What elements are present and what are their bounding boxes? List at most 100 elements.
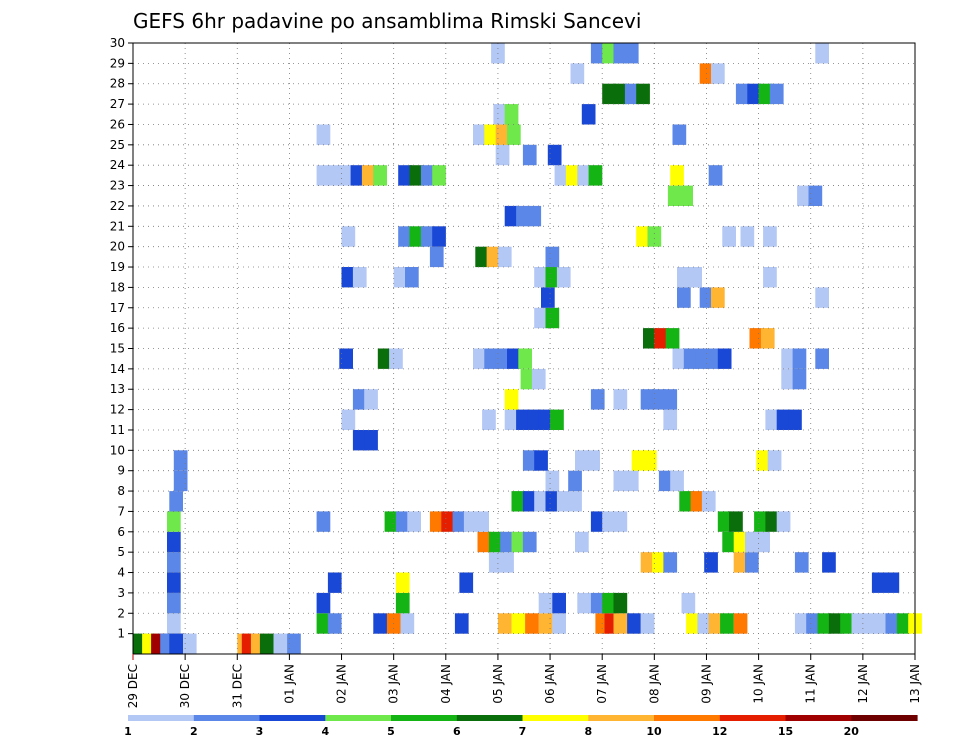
y-tick-label: 27 xyxy=(110,97,125,111)
y-tick-label: 17 xyxy=(110,301,125,315)
heatmap-cell xyxy=(581,104,596,125)
heatmap-cell xyxy=(654,328,668,349)
heatmap-cell xyxy=(717,511,732,532)
heatmap-cell xyxy=(683,348,698,369)
heatmap-cell xyxy=(511,531,526,553)
heatmap-cell xyxy=(631,450,646,471)
heatmap-cell xyxy=(776,409,791,430)
heatmap-cell xyxy=(463,511,478,532)
heatmap-cell xyxy=(547,144,562,166)
heatmap-cell xyxy=(733,613,748,634)
y-tick-label: 7 xyxy=(117,504,125,518)
heatmap-cell xyxy=(495,144,510,166)
heatmap-cell xyxy=(167,531,181,553)
heatmap-cell xyxy=(797,185,811,206)
heatmap-cell xyxy=(327,165,342,186)
heatmap-cell xyxy=(663,409,678,430)
x-tick-label: 29 DEC xyxy=(126,664,140,708)
x-tick-label: 11 JAN xyxy=(804,664,818,704)
heatmap-cell xyxy=(556,491,571,512)
y-tick-label: 19 xyxy=(110,260,125,274)
heatmap-cell xyxy=(720,613,734,634)
heatmap-cell xyxy=(590,511,605,532)
heatmap-cell xyxy=(475,246,489,268)
heatmap-cell xyxy=(624,43,639,64)
heatmap-cell xyxy=(686,613,700,634)
heatmap-cells xyxy=(133,43,922,654)
heatmap-cell xyxy=(531,368,546,390)
heatmap-cell xyxy=(504,389,519,410)
heatmap-cell xyxy=(885,613,900,634)
heatmap-cell xyxy=(527,409,542,430)
heatmap-cell xyxy=(640,552,655,573)
heatmap-cell xyxy=(602,592,616,614)
heatmap-cell xyxy=(754,511,768,532)
y-tick-label: 13 xyxy=(110,382,125,396)
heatmap-cell xyxy=(792,348,807,369)
heatmap-cell xyxy=(613,511,628,532)
heatmap-cell xyxy=(643,328,657,349)
heatmap-cell xyxy=(538,409,553,430)
heatmap-cell xyxy=(602,511,616,532)
heatmap-cell xyxy=(670,470,684,492)
y-tick-label: 12 xyxy=(110,403,125,417)
colorbar-swatch xyxy=(522,715,589,721)
colorbar-label: 5 xyxy=(387,725,395,738)
heatmap-cell xyxy=(352,267,367,288)
heatmap-cell xyxy=(520,368,535,390)
heatmap-cell xyxy=(788,409,802,430)
heatmap-cell xyxy=(477,531,492,553)
y-tick-label: 28 xyxy=(110,77,125,91)
heatmap-cell xyxy=(452,511,467,532)
x-tick-label: 12 JAN xyxy=(856,664,870,704)
heatmap-cell xyxy=(613,470,628,492)
x-tick-label: 09 JAN xyxy=(699,664,713,704)
heatmap-cell xyxy=(538,592,553,614)
heatmap-cell xyxy=(590,592,605,614)
colorbar-label: 4 xyxy=(321,725,329,738)
heatmap-cell xyxy=(708,165,723,186)
heatmap-cell xyxy=(745,531,759,553)
heatmap-cell xyxy=(568,491,582,512)
heatmap-cell xyxy=(815,43,829,64)
heatmap-cell xyxy=(341,226,356,247)
heatmap-cell xyxy=(874,613,888,634)
heatmap-cell xyxy=(488,552,503,573)
heatmap-cell xyxy=(767,450,782,471)
heatmap-cell xyxy=(672,124,687,145)
heatmap-cell xyxy=(395,572,410,593)
colorbar-label: 12 xyxy=(712,725,727,738)
y-tick-label: 30 xyxy=(110,36,125,50)
y-tick-label: 10 xyxy=(110,443,125,457)
heatmap-cell xyxy=(776,511,791,532)
colorbar-label: 15 xyxy=(778,725,793,738)
heatmap-cell xyxy=(167,511,181,532)
heatmap-cell xyxy=(663,552,678,573)
heatmap-cell xyxy=(575,450,589,471)
heatmap-cell xyxy=(504,104,519,125)
colorbar-swatch xyxy=(128,715,195,721)
heatmap-cell xyxy=(341,409,356,430)
heatmap-cell xyxy=(756,450,770,471)
y-tick-label: 23 xyxy=(110,179,125,193)
x-tick-label: 08 JAN xyxy=(647,664,661,704)
heatmap-cell xyxy=(522,450,537,471)
heatmap-cell xyxy=(541,287,555,308)
heatmap-cell xyxy=(570,63,585,84)
colorbar-swatch xyxy=(588,715,655,721)
heatmap-cell xyxy=(169,491,183,512)
heatmap-cell xyxy=(763,267,777,288)
heatmap-cell xyxy=(259,633,274,654)
heatmap-cell xyxy=(624,83,639,105)
colorbar-label: 1 xyxy=(124,725,132,738)
heatmap-cell xyxy=(711,63,725,84)
heatmap-cell xyxy=(534,267,548,288)
heatmap-cell xyxy=(822,552,836,573)
x-tick-label: 31 DEC xyxy=(230,664,244,708)
heatmap-cell xyxy=(740,226,755,247)
heatmap-cell xyxy=(432,226,446,247)
y-tick-label: 6 xyxy=(117,525,125,539)
heatmap-cell xyxy=(339,165,353,186)
colorbar-legend: 1 2 3 4 5 6 7 8 10 12 15 20 xyxy=(124,715,918,738)
